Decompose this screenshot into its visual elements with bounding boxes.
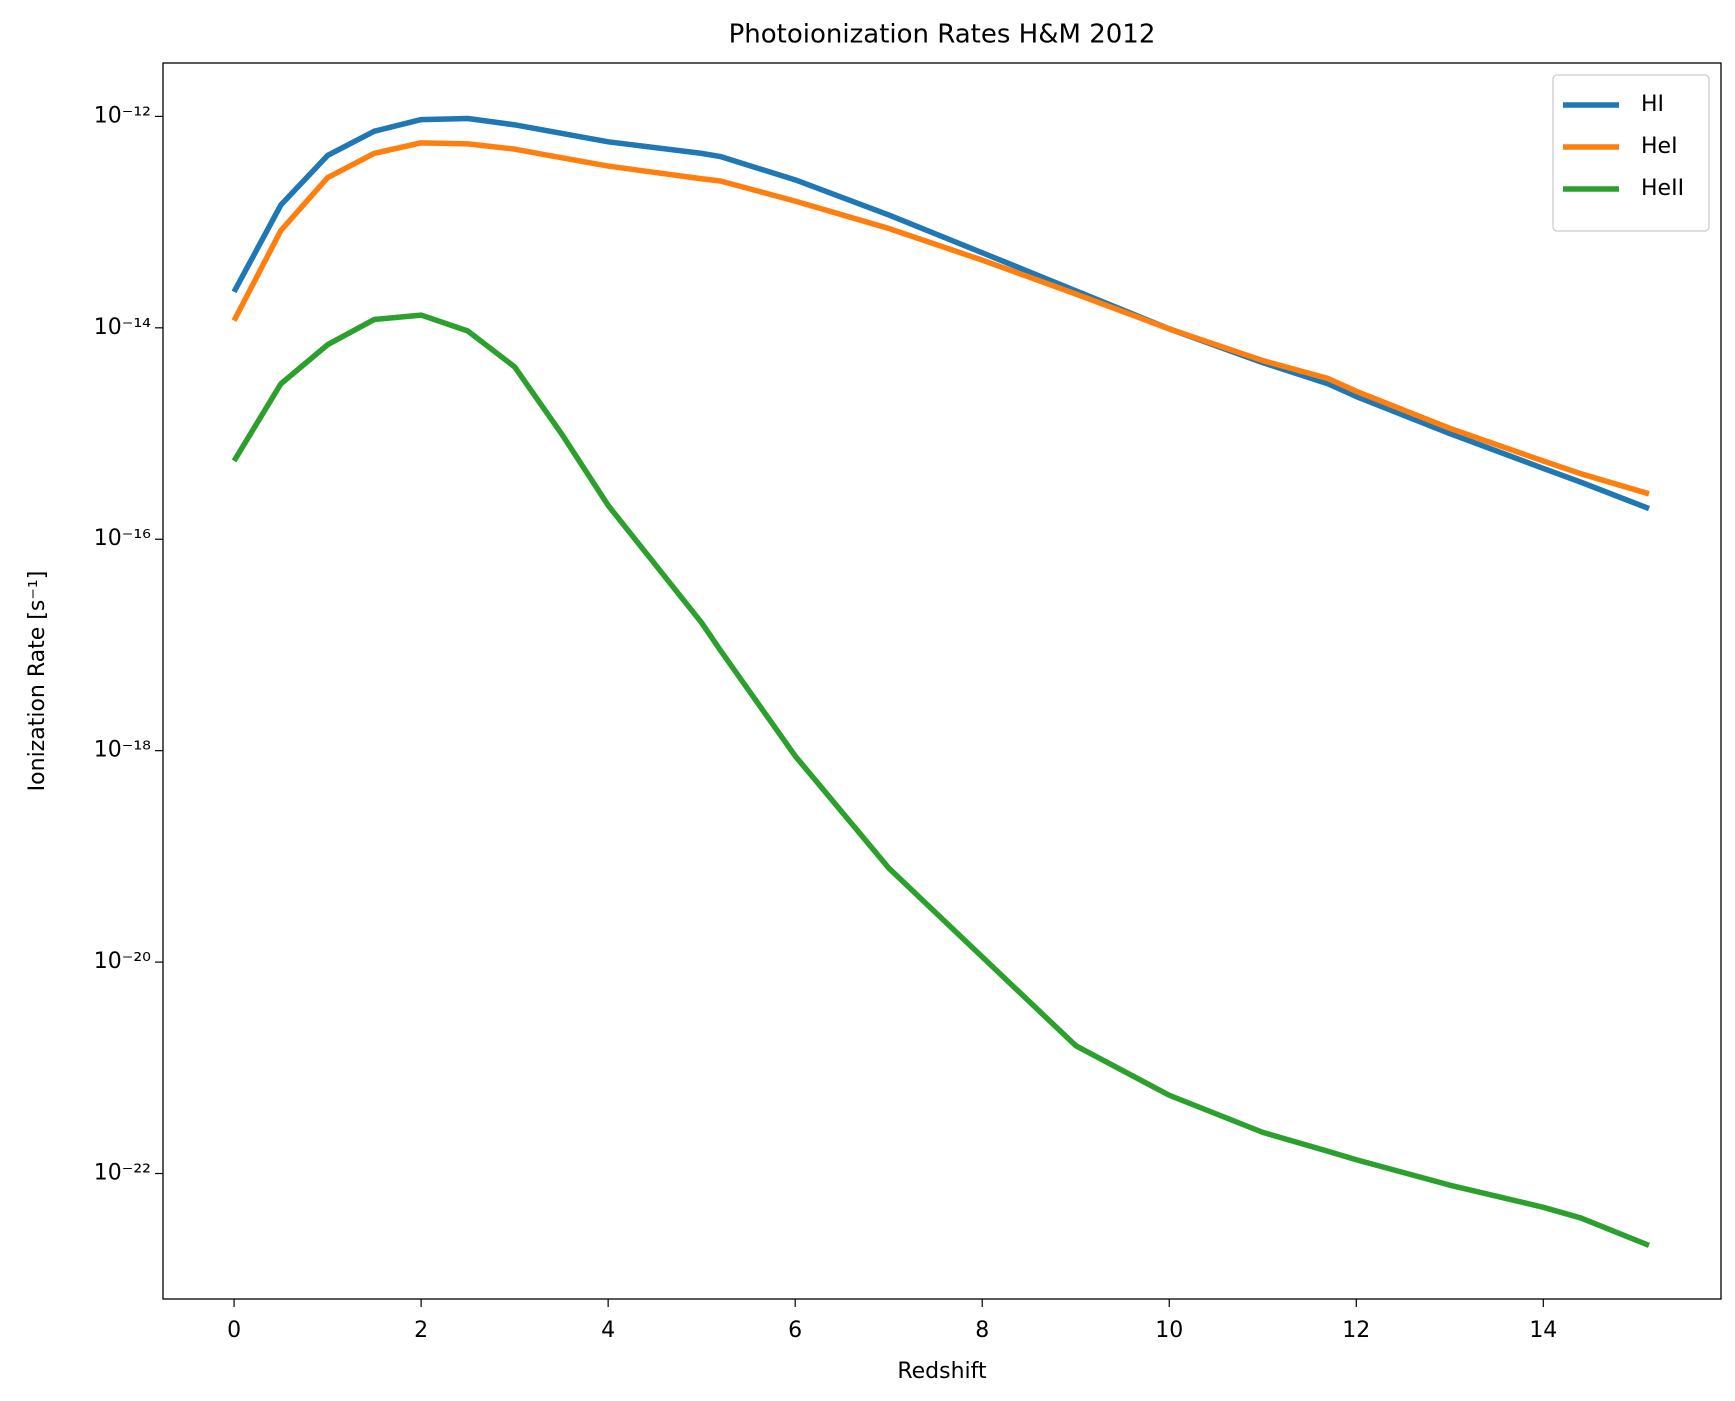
x-tick-label: 4 [601,1318,615,1343]
series-line [231,140,1650,497]
chart-title: Photoionization Rates H&M 2012 [729,20,1156,50]
x-tick-label: 14 [1529,1318,1557,1343]
series-line [231,312,1651,1248]
legend-label: HeI [1641,134,1678,159]
series-line [231,115,1650,512]
plot-frame [162,62,1722,1300]
y-tick-label: 10⁻¹⁸ [94,738,151,763]
x-tick-label: 6 [788,1318,802,1343]
legend-label: HI [1641,92,1664,117]
x-tick-label: 10 [1155,1318,1183,1343]
y-tick-label: 10⁻²² [94,1161,151,1186]
x-tick-label: 12 [1342,1318,1370,1343]
x-axis-label: Redshift [897,1359,987,1384]
y-axis-label: Ionization Rate [s⁻¹] [25,571,50,792]
y-tick-label: 10⁻¹⁴ [94,315,151,340]
x-tick-label: 8 [975,1318,989,1343]
legend-label: HeII [1641,176,1684,201]
x-tick-label: 0 [227,1318,241,1343]
y-tick-label: 10⁻¹⁶ [94,526,151,551]
legend-box [1552,74,1710,232]
y-tick-label: 10⁻¹² [94,103,151,128]
y-tick-label: 10⁻²⁰ [94,949,151,974]
x-tick-label: 2 [414,1318,428,1343]
